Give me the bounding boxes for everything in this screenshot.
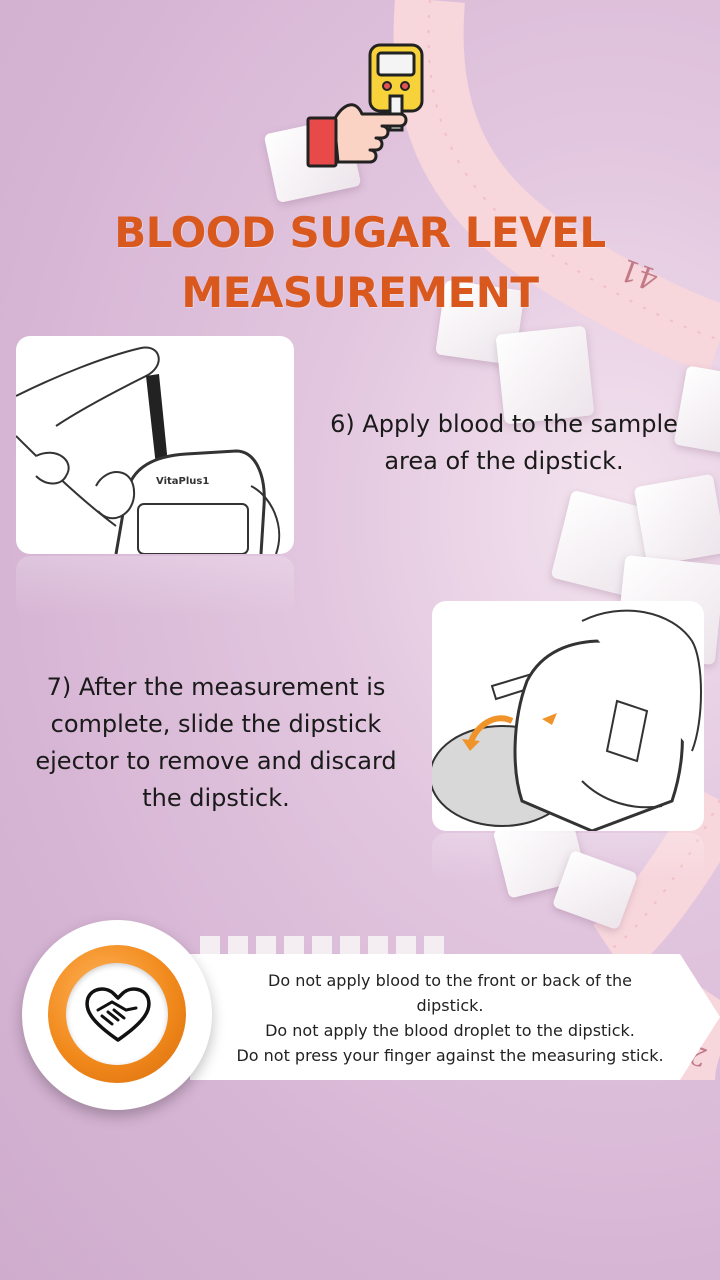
- handshake-heart-icon: [85, 987, 151, 1042]
- step-7-text: 7) After the measurement is complete, sl…: [14, 669, 418, 817]
- step-7-line-3: ejector to remove and discard: [35, 747, 397, 775]
- sugar-cube: [633, 473, 720, 567]
- step-6-line-1: 6) Apply blood to the sample: [330, 410, 678, 438]
- eject-dipstick-drawing: [432, 609, 702, 831]
- title-line-1: BLOOD SUGAR LEVEL: [114, 208, 606, 257]
- step-6-reflection: [16, 556, 294, 616]
- step-7-reflection: [432, 833, 704, 883]
- step-7-illustration: [432, 601, 704, 831]
- step-7-line-1: 7) After the measurement is: [46, 673, 386, 701]
- step-7-line-4: the dipstick.: [142, 784, 290, 812]
- note-line-4: Do not press your finger against the mea…: [236, 1046, 664, 1065]
- step-6-text: 6) Apply blood to the sample area of the…: [300, 406, 708, 480]
- step-6-line-2: area of the dipstick.: [384, 447, 624, 475]
- note-arrow-box: [190, 954, 720, 1080]
- device-brand-label: VitaPlus1: [156, 476, 209, 487]
- note-line-3: Do not apply the blood droplet to the di…: [265, 1021, 635, 1040]
- glucose-meter-hand-icon: [306, 43, 424, 168]
- step-6-illustration: VitaPlus1: [16, 336, 294, 554]
- step-7-line-2: complete, slide the dipstick: [50, 710, 382, 738]
- note-text: Do not apply blood to the front or back …: [215, 968, 685, 1068]
- note-line-2: dipstick.: [416, 996, 484, 1015]
- page-title: BLOOD SUGAR LEVEL MEASUREMENT: [0, 203, 720, 323]
- finger-on-dipstick-drawing: VitaPlus1: [16, 346, 281, 554]
- title-line-2: MEASUREMENT: [181, 268, 539, 317]
- note-line-1: Do not apply blood to the front or back …: [268, 971, 632, 990]
